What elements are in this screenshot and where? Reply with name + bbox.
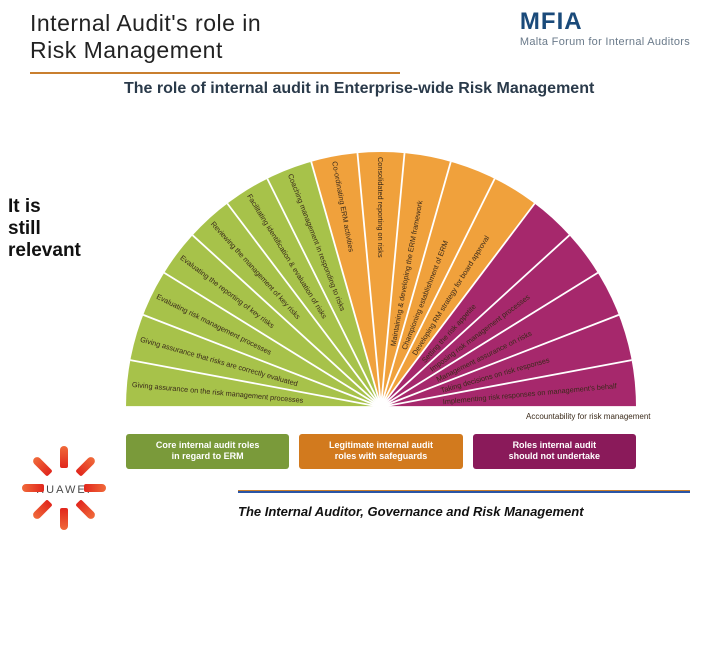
footer-text: The Internal Auditor, Governance and Ris…	[238, 504, 584, 519]
diagram-title: The role of internal audit in Enterprise…	[124, 80, 594, 98]
fan-diagram: Giving assurance on the risk management …	[126, 112, 636, 432]
mfia-subtitle: Malta Forum for Internal Auditors	[520, 36, 690, 48]
huawei-petal	[31, 499, 52, 520]
fan-segment-label: Consolidated reporting on risks	[376, 157, 385, 347]
legend-item: Roles internal auditshould not undertake	[473, 434, 636, 469]
huawei-logo: HUAWEI	[24, 442, 104, 496]
footer-rule	[238, 490, 690, 493]
mfia-brand: MFIA Malta Forum for Internal Auditors	[520, 8, 690, 48]
huawei-petal	[75, 499, 96, 520]
mfia-logo-text: MFIA	[520, 8, 690, 36]
huawei-petal	[75, 455, 96, 476]
legend-item: Legitimate internal auditroles with safe…	[299, 434, 462, 469]
huawei-petal	[60, 446, 68, 468]
side-note: It is still relevant	[8, 196, 81, 262]
huawei-petals	[37, 442, 91, 488]
huawei-petal	[22, 484, 44, 492]
huawei-petal	[60, 508, 68, 530]
huawei-petal	[84, 484, 106, 492]
side-note-l3: relevant	[8, 240, 81, 262]
header-rule	[30, 72, 400, 74]
side-note-l1: It is	[8, 196, 81, 218]
legend: Core internal audit rolesin regard to ER…	[126, 434, 636, 469]
legend-item: Core internal audit rolesin regard to ER…	[126, 434, 289, 469]
fan-extra-label: Accountability for risk management	[526, 412, 651, 421]
huawei-petal	[31, 455, 52, 476]
side-note-l2: still	[8, 218, 81, 240]
